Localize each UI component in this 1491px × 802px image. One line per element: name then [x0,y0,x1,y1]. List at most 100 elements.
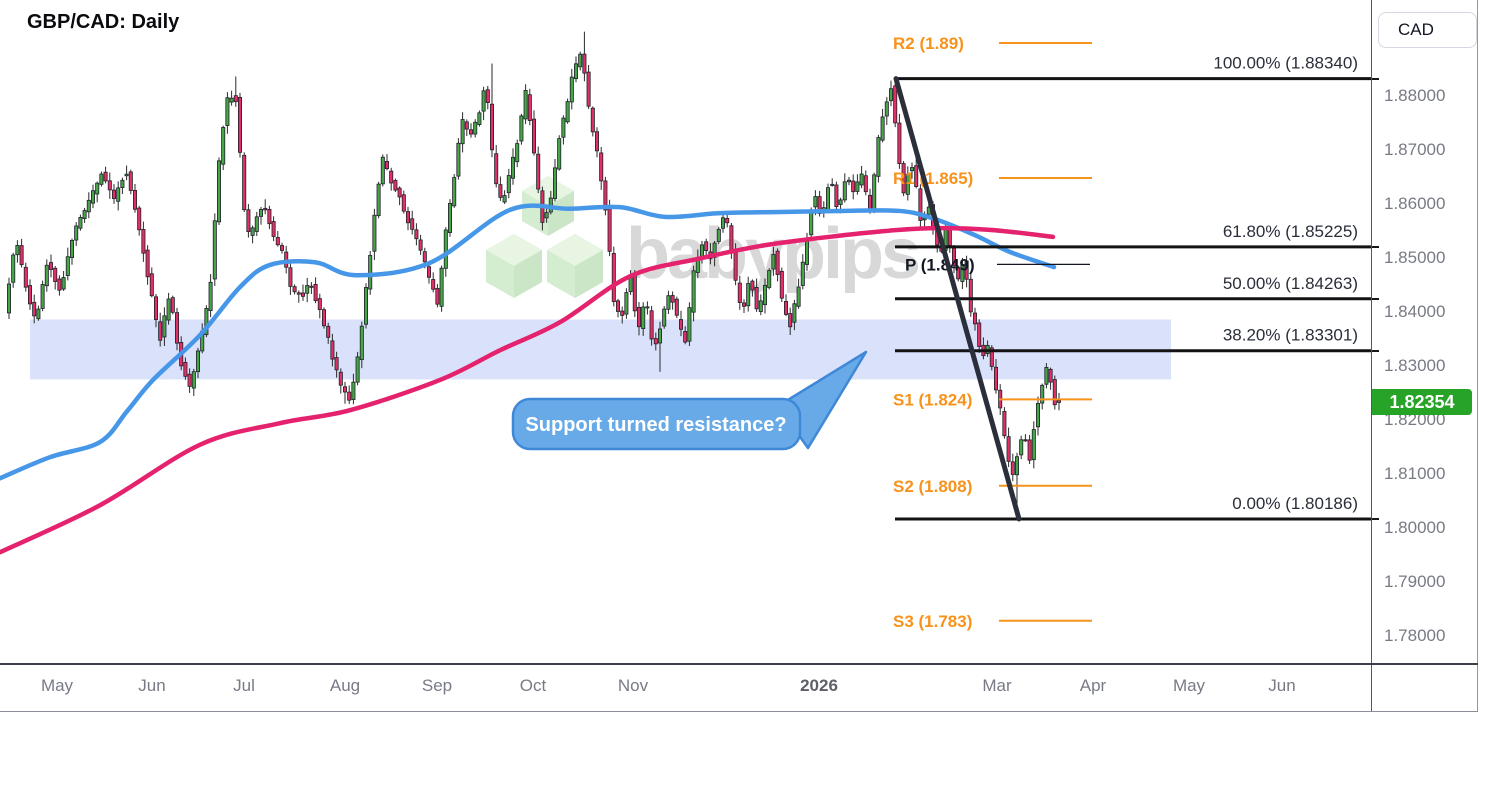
candle [292,284,297,295]
candle [347,385,352,404]
candle [258,206,263,225]
candle [599,146,604,190]
candle [532,110,537,156]
candle [65,247,70,281]
candle [174,307,179,351]
candle [254,211,259,236]
candle [225,92,230,134]
candle [300,284,305,301]
time-axis-label: Jun [1268,676,1296,695]
candle [645,301,650,315]
candle [468,123,473,138]
candle [498,176,503,201]
candle [519,113,524,145]
candle [149,267,154,298]
candle [204,305,209,338]
candle [1023,434,1028,442]
candle [653,332,658,351]
price-axis-label: 1.78000 [1384,626,1446,645]
candle [1002,407,1007,439]
candle [901,160,906,197]
candle [641,302,646,336]
candle [506,168,511,199]
ma-slow-pink [0,225,1056,555]
candle [250,225,255,244]
pivot-level-label: S2 (1.808) [893,477,972,496]
candle [141,221,146,262]
candle [771,246,776,276]
candle [989,345,994,371]
candle [834,181,839,211]
candle [456,138,461,180]
candle [515,139,520,168]
time-axis-label: Apr [1079,676,1107,695]
price-axis-label: 1.88000 [1384,86,1446,105]
candle [905,166,910,201]
candle [1036,396,1041,436]
candle [405,206,410,231]
price-axis-label: 1.84000 [1384,302,1446,321]
candle [914,156,919,189]
time-axis-label: Jul [233,676,255,695]
candle [666,290,671,314]
candle [1019,435,1024,460]
pivot-level-label: R1 (1.865) [893,169,973,188]
candle [426,264,431,284]
candle [792,299,797,331]
candle [620,306,625,324]
page-title: GBP/CAD: Daily [27,11,180,33]
candle [78,214,83,231]
pivot-level-label: S1 (1.824) [893,390,972,409]
time-axis-label: Jun [138,676,166,695]
candle [267,205,272,230]
candle [754,278,759,312]
candle [994,359,999,394]
candle [595,127,600,158]
candle [763,278,768,314]
candle [494,145,499,188]
candle [271,216,276,242]
candle [120,177,125,195]
candle [162,307,167,347]
candle [376,181,381,219]
candle [57,275,62,296]
current-price-value: 1.82354 [1389,391,1455,412]
candle [317,293,322,319]
candle [153,293,158,328]
candle [1052,375,1057,410]
symbol-currency-label: CAD [1398,20,1434,39]
candle [305,277,310,303]
price-axis-tick [1372,77,1379,80]
candle [11,252,16,288]
watermark-text: babypips [626,214,919,294]
candle [624,288,629,319]
babypips-cubes-icon [486,176,603,298]
candle [876,134,881,183]
time-axis-label: Sep [421,676,453,695]
candle [166,292,171,325]
candle [788,307,793,336]
candle [384,154,389,171]
fib-level-label: 0.00% (1.80186) [1232,494,1358,513]
candle [351,373,356,405]
candle [145,245,150,285]
candle [91,184,96,209]
candle [683,326,688,345]
candle [830,178,835,187]
price-chart-canvas[interactable]: babypips 100.00% (1.88340) 61.80% (1.8522… [0,0,1372,663]
candle [897,113,902,169]
candle [1057,392,1062,411]
candle [82,207,87,223]
candle [124,165,129,181]
candle [216,157,221,225]
candle [447,199,452,237]
symbol-currency-box[interactable]: CAD [1378,12,1477,48]
candle [330,333,335,367]
ma-fast-blue [0,203,1057,481]
candle [851,174,856,200]
candle [750,279,755,297]
trendline-segment[interactable] [893,76,1022,522]
time-axis-label: Nov [617,676,649,695]
candle [704,238,709,257]
